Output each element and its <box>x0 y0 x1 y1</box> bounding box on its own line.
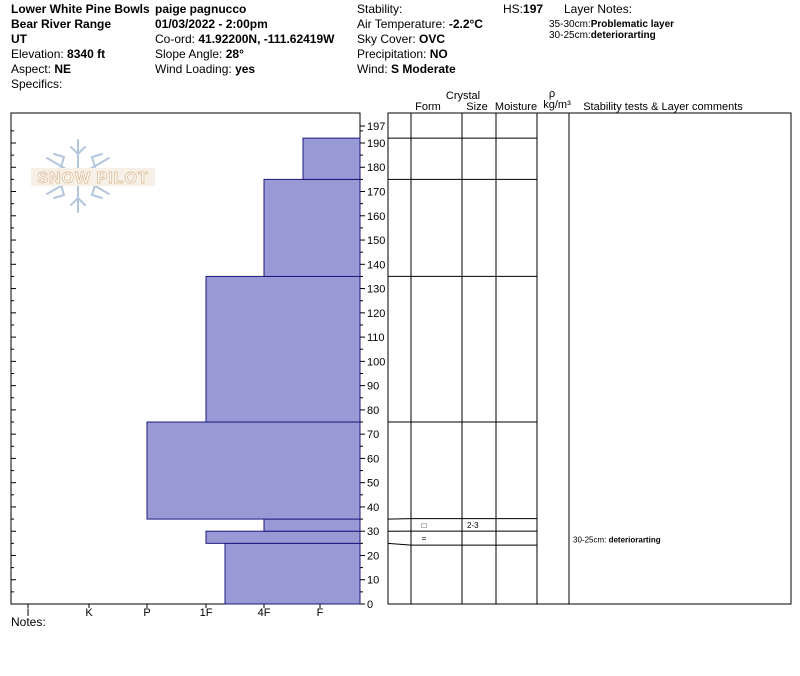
comments-header: Stability tests & Layer comments <box>583 101 743 113</box>
precip-label: Precipitation: <box>357 47 427 61</box>
hardness-tick-label: 1F <box>200 607 213 619</box>
observation-datetime: 01/03/2022 - 2:00pm <box>155 17 268 31</box>
rho-header: ρ <box>549 88 555 100</box>
height-tick-label: 180 <box>367 162 385 174</box>
hs-label: HS: <box>503 2 524 16</box>
height-tick-label: 197 <box>367 121 385 133</box>
hs-value: 197 <box>523 2 544 16</box>
crystal-size: 2-3 <box>467 521 479 530</box>
coord-value: 41.92200N, -111.62419W <box>198 32 335 46</box>
sky-label: Sky Cover: <box>357 32 416 46</box>
height-tick-label: 10 <box>367 575 379 587</box>
height-tick-label: 0 <box>367 599 373 611</box>
hardness-tick-label: P <box>143 607 150 619</box>
slope-label: Slope Angle: <box>155 47 223 61</box>
coord-label: Co-ord: <box>155 32 196 46</box>
height-tick-label: 120 <box>367 308 385 320</box>
precip-value: NO <box>429 47 448 61</box>
layer-comment: 30-25cm: deteriorarting <box>573 535 661 544</box>
hardness-bar <box>263 518 361 532</box>
hardness-bar <box>205 275 361 423</box>
observer-name: paige pagnucco <box>155 2 247 16</box>
hardness-tick-label: I <box>26 607 29 619</box>
hardness-bar <box>263 178 361 277</box>
snow-height: HS:197 <box>503 2 543 17</box>
stratigraphy-frame <box>387 112 792 605</box>
air-temp-value: -2.2°C <box>448 17 483 31</box>
layer-comment-range: 30-25cm: <box>573 535 609 544</box>
hardness-tick-label: F <box>317 607 324 619</box>
height-tick-label: 100 <box>367 356 385 368</box>
height-tick-label: 70 <box>367 429 379 441</box>
location-name: Lower White Pine Bowls <box>11 2 150 16</box>
size-header: Size <box>466 101 487 113</box>
height-tick-label: 20 <box>367 550 379 562</box>
height-tick-label: 90 <box>367 381 379 393</box>
logo-text: SNOW PILOT <box>37 170 148 187</box>
observation-info: paige pagnucco 01/03/2022 - 2:00pm Co-or… <box>155 2 334 77</box>
range-name: Bear River Range <box>11 17 112 31</box>
slope-value: 28° <box>225 47 244 61</box>
sky-value: OVC <box>419 32 446 46</box>
crystal-form: = <box>422 534 427 543</box>
wind-loading-value: yes <box>235 62 256 76</box>
height-tick-label: 190 <box>367 138 385 150</box>
height-tick-label: 80 <box>367 405 379 417</box>
height-tick-label: 160 <box>367 211 385 223</box>
layer-note-2-text: deteriorarting <box>590 30 656 41</box>
wind-loading-label: Wind Loading: <box>155 62 232 76</box>
crystal-form: □ <box>422 521 427 530</box>
height-axis: 0 10 20 30 40 50 60 70 80 90 100 110 120 130 140 150 160… <box>360 121 385 611</box>
hardness-left-ticks <box>11 130 16 605</box>
elevation-label: Elevation: <box>11 47 64 61</box>
boundary-connector <box>387 542 412 546</box>
layer-comment-text: deteriorarting <box>609 535 661 544</box>
hardness-bar <box>302 137 361 180</box>
height-tick-label: 30 <box>367 526 379 538</box>
moisture-header: Moisture <box>495 101 537 113</box>
layer-note-1-text: Problematic layer <box>590 19 675 30</box>
layer-note-2-range: 30-25cm: <box>549 30 591 41</box>
height-tick-label: 150 <box>367 235 385 247</box>
snowpilot-logo: SNOW PILOT <box>31 139 155 213</box>
height-tick-label: 130 <box>367 284 385 296</box>
site-info: Lower White Pine Bowls Bear River Range … <box>11 2 150 92</box>
hardness-bars <box>146 137 361 605</box>
layer-note-2: 30-25cm:deteriorarting <box>549 30 656 41</box>
layer-notes-title: Layer Notes: <box>564 2 633 16</box>
height-tick-label: 40 <box>367 502 379 514</box>
elevation-value: 8340 ft <box>67 47 106 61</box>
height-tick-label: 50 <box>367 478 379 490</box>
wind-label: Wind: <box>357 62 388 76</box>
height-tick-label: 110 <box>367 332 385 344</box>
height-tick-label: 170 <box>367 187 385 199</box>
layer-note-1: 35-30cm:Problematic layer <box>549 19 674 30</box>
form-header: Form <box>415 101 441 113</box>
specifics-label: Specifics: <box>11 77 63 91</box>
hardness-tick-label: 4F <box>258 607 271 619</box>
layer-note-1-range: 35-30cm: <box>549 19 591 30</box>
height-tick-label: 60 <box>367 453 379 465</box>
hardness-tick-label: K <box>85 607 93 619</box>
aspect-value: NE <box>54 62 72 76</box>
notes-label: Notes: <box>11 615 46 629</box>
hardness-bar <box>224 542 361 605</box>
layer-boundaries <box>387 137 537 546</box>
density-header: kg/m³ <box>543 99 571 111</box>
aspect-label: Aspect: <box>11 62 52 76</box>
state-name: UT <box>11 32 27 46</box>
crystal-entries: □ 2-3 = 30-25cm: deteriorarting <box>422 521 661 545</box>
air-temp-label: Air Temperature: <box>357 17 446 31</box>
wind-value: S Moderate <box>391 62 456 76</box>
hardness-bar <box>205 530 361 544</box>
hardness-bar <box>146 421 361 520</box>
crystal-header: Crystal <box>446 90 480 102</box>
height-tick-label: 140 <box>367 259 385 271</box>
boundary-connector <box>387 518 412 520</box>
hardness-axis: I K P 1F 4F F <box>26 604 324 619</box>
weather-info: Stability: Air Temperature: -2.2°C Sky C… <box>357 2 483 77</box>
stability-label: Stability: <box>357 2 403 16</box>
